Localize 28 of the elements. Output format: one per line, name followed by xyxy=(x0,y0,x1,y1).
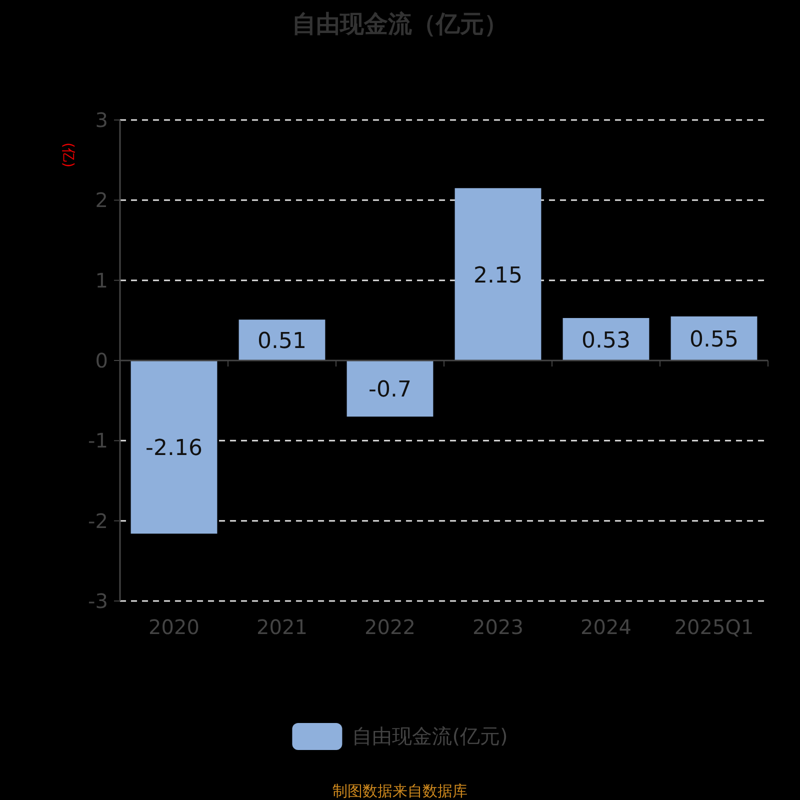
x-tick-label: 2021 xyxy=(256,615,308,639)
x-tick-label: 2024 xyxy=(580,615,632,639)
y-axis-title: (亿) xyxy=(60,142,76,168)
y-tick-label: -1 xyxy=(88,428,108,453)
legend-label: 自由现金流(亿元) xyxy=(352,724,508,748)
y-tick-label: -3 xyxy=(88,589,108,613)
bar xyxy=(346,360,434,417)
y-tick-label: 2 xyxy=(95,188,108,212)
text: 制图数据来自数据库 xyxy=(332,782,468,800)
y-tick-label: -2 xyxy=(88,508,108,533)
bar xyxy=(238,320,326,360)
data-label: 0.51 xyxy=(258,329,306,354)
bar xyxy=(130,360,218,534)
data-label: 2.15 xyxy=(474,263,522,288)
data-label: -0.7 xyxy=(368,378,412,403)
y-tick-label: 0 xyxy=(95,348,108,372)
bar xyxy=(670,316,758,360)
data-label: -2.16 xyxy=(146,436,202,462)
x-tick-label: 2025Q1 xyxy=(674,615,754,639)
x-tick-label: 2020 xyxy=(148,615,200,639)
x-tick-label: 2022 xyxy=(364,615,416,639)
data-label: 0.53 xyxy=(582,328,630,354)
y-tick-label: 3 xyxy=(95,108,108,132)
bar xyxy=(454,188,542,360)
data-label: 0.55 xyxy=(690,327,738,352)
bar xyxy=(562,318,650,360)
y-tick-label: 1 xyxy=(95,268,108,292)
x-tick-label: 2023 xyxy=(472,615,524,639)
